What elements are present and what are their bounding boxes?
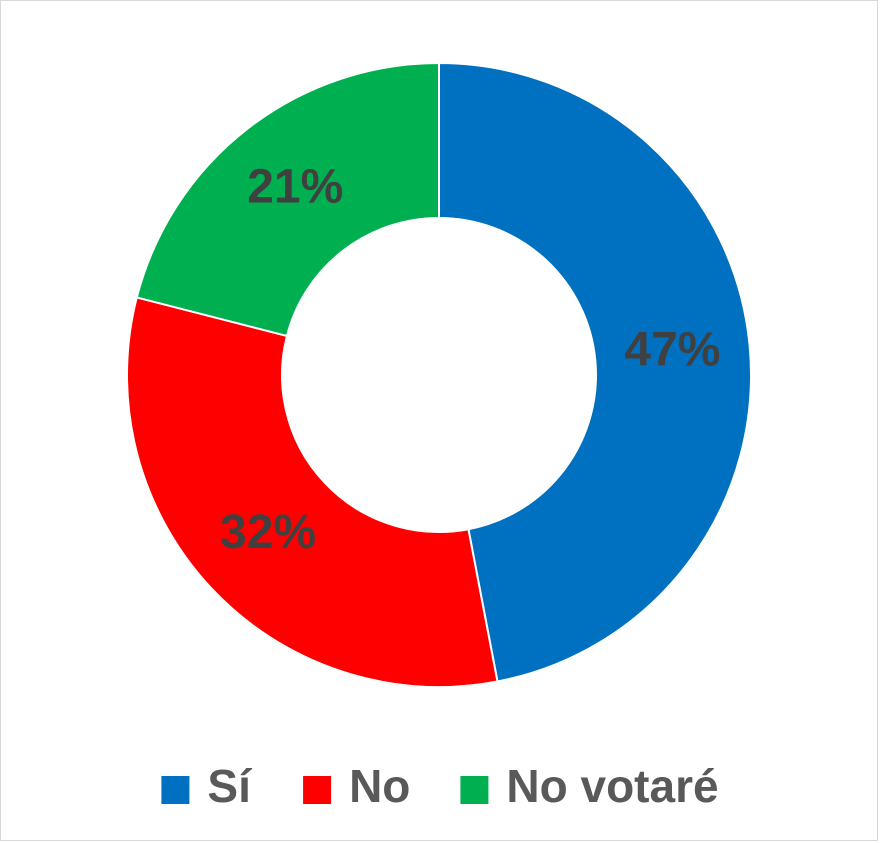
donut-slice	[126, 296, 499, 688]
data-label: 47%	[624, 324, 720, 377]
data-label: 21%	[247, 160, 343, 213]
donut-slice	[438, 61, 752, 683]
legend-label: No votaré	[506, 760, 718, 812]
legend-swatch	[161, 776, 190, 804]
legend-swatch	[460, 776, 489, 804]
legend-swatch	[303, 776, 332, 804]
data-label: 32%	[220, 506, 316, 559]
donut-slice	[135, 61, 440, 338]
legend-label: No	[349, 760, 410, 812]
legend-label: Sí	[207, 760, 253, 812]
